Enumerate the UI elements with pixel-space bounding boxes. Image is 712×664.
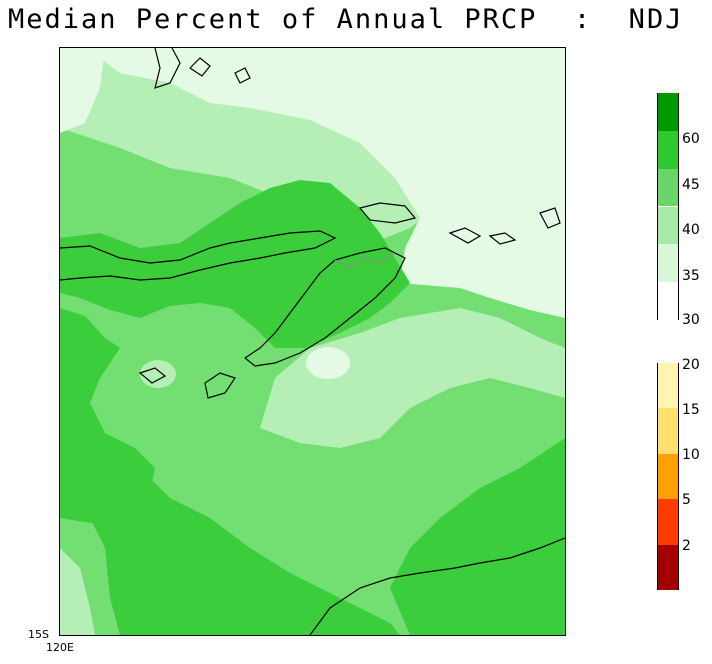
legend-swatch xyxy=(658,206,678,245)
border-timor-leste xyxy=(334,252,396,269)
legend-tick-35: 35 xyxy=(682,268,700,284)
legend-swatch xyxy=(658,244,678,283)
legend-upper-colorbar xyxy=(657,93,679,320)
legend-tick-30: 30 xyxy=(682,312,700,328)
legend-swatch xyxy=(658,93,678,131)
legend-swatch xyxy=(658,282,678,320)
region-30-35-spot xyxy=(306,347,350,379)
legend-tick-60: 60 xyxy=(682,131,700,147)
region-45-60-southeast xyxy=(390,438,565,635)
legend-tick-2: 2 xyxy=(682,538,691,554)
longitude-label: 120E xyxy=(46,641,74,654)
region-40-45-islet xyxy=(140,360,176,388)
precipitation-map xyxy=(59,47,566,636)
legend-swatch xyxy=(658,363,678,409)
coast-islands-north xyxy=(189,57,251,84)
region-45-60-timor xyxy=(60,180,410,348)
legend-lower-colorbar xyxy=(657,363,679,590)
legend-tick-45: 45 xyxy=(682,177,700,193)
coast-roti xyxy=(204,372,236,399)
latitude-label: 15S xyxy=(28,628,49,641)
region-30-35-northeast xyxy=(100,48,565,318)
coast-sulawesi xyxy=(154,48,181,89)
coast-wetar xyxy=(358,202,417,224)
legend-tick-20: 20 xyxy=(682,357,700,373)
legend-swatch xyxy=(658,453,678,500)
region-30-35-northwest xyxy=(60,48,105,133)
legend-swatch xyxy=(658,544,678,590)
region-45-60-southwest xyxy=(90,448,400,635)
region-35-40-central xyxy=(260,308,565,448)
coast-flores xyxy=(60,230,337,281)
legend-swatch xyxy=(658,168,678,207)
legend-tick-10: 10 xyxy=(682,447,700,463)
map-title: Median Percent of Annual PRCP : NDJ xyxy=(8,4,684,35)
legend-tick-5: 5 xyxy=(682,492,691,508)
region-35-40-southwest xyxy=(60,548,95,635)
legend-swatch xyxy=(658,408,678,454)
coast-papua xyxy=(309,537,565,635)
legend-tick-15: 15 xyxy=(682,402,700,418)
coast-islands-east xyxy=(448,207,561,245)
legend-swatch xyxy=(658,130,678,169)
legend-tick-40: 40 xyxy=(682,222,700,238)
legend-swatch xyxy=(658,499,678,545)
coast-sawu xyxy=(138,367,167,384)
